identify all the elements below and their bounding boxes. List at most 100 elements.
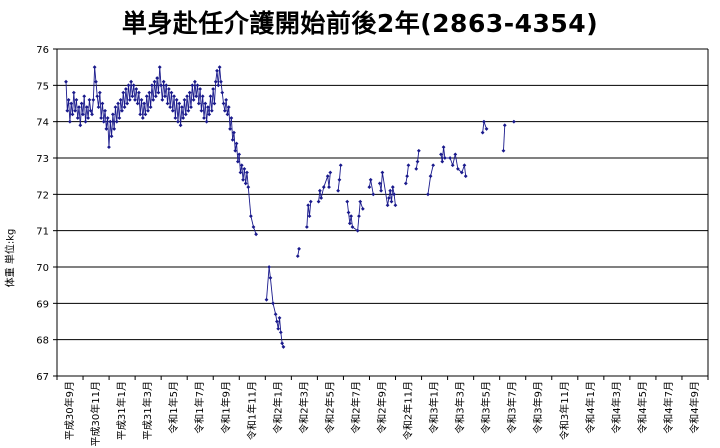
data-point bbox=[403, 181, 408, 186]
x-tick-label: 令和2年11月 bbox=[402, 381, 415, 440]
data-point bbox=[107, 145, 111, 149]
data-point bbox=[159, 83, 163, 88]
data-point bbox=[328, 170, 333, 175]
data-point bbox=[276, 326, 281, 331]
data-point bbox=[139, 97, 144, 102]
y-tick-label: 71 bbox=[36, 227, 49, 238]
data-point bbox=[216, 83, 221, 88]
data-point bbox=[207, 112, 212, 117]
data-point bbox=[358, 199, 363, 204]
x-tick-label: 平成31年1月 bbox=[115, 381, 128, 440]
data-point bbox=[440, 159, 445, 164]
data-point bbox=[463, 174, 468, 179]
data-point bbox=[114, 119, 119, 124]
x-tick-label: 令和4年7月 bbox=[662, 381, 675, 434]
data-point bbox=[94, 79, 98, 84]
data-point bbox=[224, 97, 229, 102]
data-point bbox=[170, 108, 175, 113]
data-point bbox=[225, 112, 230, 117]
data-point bbox=[134, 87, 139, 91]
series-segment bbox=[107, 118, 110, 148]
series-segment bbox=[250, 216, 254, 228]
data-point bbox=[254, 232, 258, 237]
series-segment bbox=[85, 107, 88, 122]
series-segment bbox=[108, 121, 111, 148]
series-segment bbox=[118, 99, 122, 119]
data-point bbox=[209, 108, 214, 113]
data-point bbox=[172, 94, 176, 99]
data-point bbox=[388, 188, 393, 193]
data-point bbox=[238, 170, 243, 175]
data-point bbox=[393, 203, 398, 208]
data-point bbox=[166, 87, 171, 91]
data-point bbox=[84, 105, 89, 110]
data-point bbox=[484, 127, 489, 131]
data-point bbox=[448, 156, 452, 160]
data-point bbox=[251, 225, 256, 229]
series-segment bbox=[180, 107, 183, 126]
data-point bbox=[83, 119, 88, 124]
data-point bbox=[156, 90, 161, 95]
data-point bbox=[135, 101, 140, 106]
data-point bbox=[155, 76, 160, 80]
data-point bbox=[319, 196, 324, 200]
series-segment bbox=[246, 172, 249, 188]
data-point bbox=[108, 119, 113, 124]
data-point bbox=[441, 145, 446, 149]
data-point bbox=[160, 97, 165, 102]
series-segment bbox=[279, 317, 282, 333]
series-segment bbox=[266, 266, 270, 300]
data-point bbox=[229, 116, 234, 120]
series-segment bbox=[94, 67, 97, 82]
series-segment bbox=[187, 92, 191, 111]
series-segment bbox=[92, 67, 96, 100]
data-point bbox=[442, 156, 447, 160]
x-tick-label: 令和2年5月 bbox=[323, 381, 336, 434]
data-point bbox=[65, 108, 70, 113]
data-point bbox=[157, 65, 162, 70]
series-segment bbox=[350, 216, 353, 228]
data-point bbox=[308, 199, 313, 204]
series-segment bbox=[393, 194, 396, 206]
series-segment bbox=[406, 165, 409, 177]
series-segment bbox=[102, 103, 105, 122]
data-point bbox=[235, 159, 240, 164]
data-point bbox=[146, 108, 150, 113]
data-point bbox=[100, 101, 105, 106]
series-segment bbox=[194, 81, 197, 97]
y-tick-label: 67 bbox=[36, 372, 49, 383]
x-tick-label: 令和2年9月 bbox=[376, 381, 389, 434]
series-segment bbox=[208, 96, 211, 115]
data-point bbox=[406, 163, 411, 168]
series-segment bbox=[79, 103, 83, 126]
series-segment bbox=[427, 176, 432, 195]
series-segment bbox=[221, 92, 224, 104]
data-point bbox=[368, 177, 373, 182]
data-point bbox=[280, 341, 285, 346]
series-segment bbox=[381, 172, 389, 206]
data-point bbox=[195, 83, 200, 88]
series-segment bbox=[171, 92, 174, 111]
series-segment bbox=[147, 92, 150, 111]
series-segment bbox=[337, 179, 340, 191]
series-segment bbox=[238, 154, 241, 173]
data-point bbox=[385, 203, 390, 208]
data-point bbox=[327, 185, 331, 189]
series-segment bbox=[72, 92, 75, 115]
data-point bbox=[204, 119, 209, 124]
series-segment bbox=[150, 85, 153, 108]
series-segment bbox=[268, 266, 271, 278]
series-segment bbox=[124, 88, 127, 108]
data-point bbox=[152, 79, 157, 84]
series-segment bbox=[452, 154, 456, 166]
data-point bbox=[230, 137, 235, 142]
x-tick-label: 令和3年3月 bbox=[454, 381, 467, 434]
data-point bbox=[109, 134, 114, 139]
data-point bbox=[110, 112, 115, 117]
series-segment bbox=[219, 67, 222, 82]
data-point bbox=[150, 83, 154, 88]
data-point bbox=[113, 105, 118, 110]
data-point bbox=[66, 97, 71, 102]
data-point bbox=[338, 163, 343, 168]
axes bbox=[53, 48, 709, 380]
